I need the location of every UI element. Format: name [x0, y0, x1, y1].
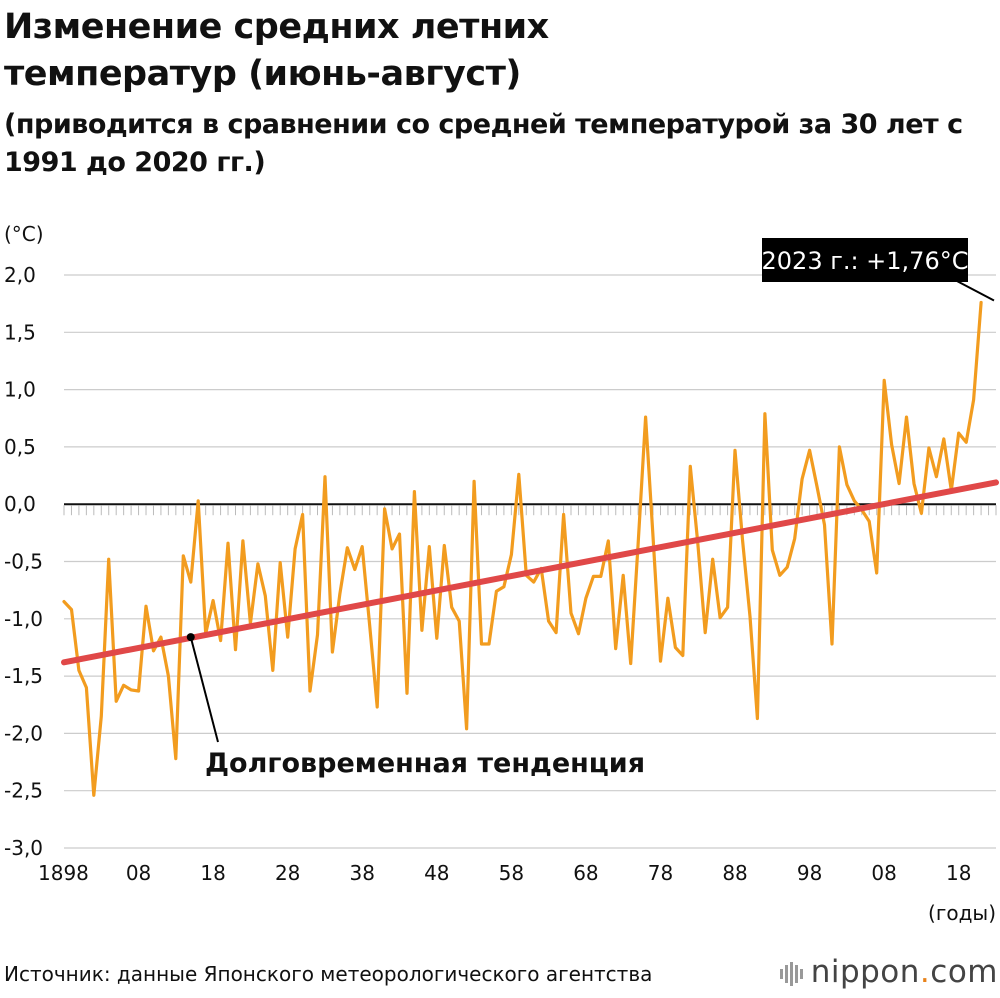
series-line-trend [61, 479, 999, 666]
chart-subtitle: (приводится в сравнении со средней темпе… [4, 106, 999, 182]
series-layer [61, 300, 999, 797]
chart-title-line1: Изменение средних летних [4, 7, 549, 47]
x-tick-label: 08 [126, 861, 151, 885]
chart-subtitle-line1: (приводится в сравнении со средней темпе… [4, 109, 963, 140]
x-tick-label: 18 [200, 861, 225, 885]
x-tick-label: 98 [797, 861, 822, 885]
chart-subtitle-line2: 1991 до 2020 гг.) [4, 147, 266, 178]
series-line-temperature [62, 300, 983, 797]
y-tick-label: -2,0 [4, 721, 43, 745]
x-tick-label: 38 [350, 861, 375, 885]
x-tick-label: 88 [722, 861, 747, 885]
x-minor-ticks [63, 505, 997, 516]
logo-dot: . [919, 954, 931, 990]
y-tick-label: -2,5 [4, 779, 43, 803]
nippon-logo: nippon.com [779, 954, 998, 990]
logo-suffix: com [930, 954, 998, 990]
x-axis: 1898 08 18 28 38 48 58 68 78 88 98 08 18 [38, 861, 971, 885]
chart-title: Изменение средних летних температур (июн… [4, 4, 984, 98]
x-tick-label: 58 [499, 861, 524, 885]
callout-box [762, 238, 968, 282]
x-tick-label: 08 [871, 861, 896, 885]
source-note: Источник: данные Японского метеорологиче… [4, 962, 653, 986]
y-tick-label: -3,0 [4, 836, 43, 860]
nippon-logo-icon [779, 961, 803, 986]
y-tick-label: -1,0 [4, 607, 43, 631]
x-tick-label: 18 [946, 861, 971, 885]
y-tick-label: 1,0 [4, 378, 36, 402]
trend-label: Долговременная тенденция [205, 748, 645, 779]
y-unit-label: (°C) [4, 222, 44, 246]
callout-2023-label: 2023 г.: +1,76°C [762, 247, 969, 275]
callout-leader [954, 279, 995, 302]
y-tick-label: 2,0 [4, 263, 36, 287]
x-tick-label: 1898 [38, 861, 89, 885]
annotations-layer: 2023 г.: +1,76°C Долговременная тенденция [186, 238, 995, 779]
y-tick-label: -0,5 [4, 550, 43, 574]
logo-name: nippon [810, 954, 920, 990]
x-tick-label: 28 [275, 861, 300, 885]
y-tick-label: 0,0 [4, 492, 36, 516]
x-tick-label: 78 [648, 861, 673, 885]
x-unit-label: (годы) [928, 901, 996, 925]
y-tick-label: 0,5 [4, 435, 36, 459]
y-tick-label: 1,5 [4, 320, 36, 344]
y-tick-label: -1,5 [4, 664, 43, 688]
trend-leader [189, 636, 219, 743]
y-axis: 2,0 1,5 1,0 0,5 0,0 -0,5 -1,0 -1,5 -2,0 -2,5 -3,0 [4, 263, 43, 860]
x-tick-label: 68 [573, 861, 598, 885]
x-tick-label: 48 [424, 861, 449, 885]
chart-title-line2: температур (июнь-август) [4, 54, 521, 94]
